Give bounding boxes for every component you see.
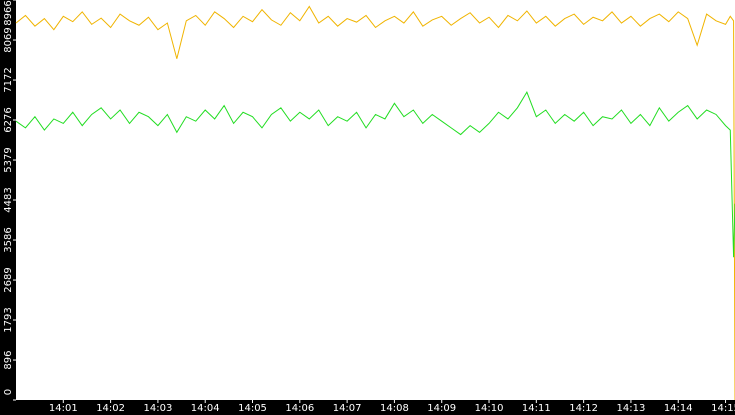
x-tick-label: 14:01 (49, 403, 78, 414)
x-tick-label: 14:07 (333, 403, 362, 414)
y-axis-strip (0, 0, 16, 415)
x-tick-label: 14:09 (427, 403, 456, 414)
x-axis-strip (0, 400, 735, 415)
y-tick-label: 6276 (3, 107, 14, 132)
y-tick-label: 3586 (3, 227, 14, 252)
y-tick-label: 8069 (3, 27, 14, 52)
x-tick-label: 14:10 (475, 403, 504, 414)
x-tick-label: 14:14 (664, 403, 693, 414)
x-tick-label: 14:06 (285, 403, 314, 414)
x-tick-label: 14:03 (143, 403, 172, 414)
y-tick-label: 1793 (3, 307, 14, 332)
x-tick-label: 14:02 (96, 403, 125, 414)
y-tick-label: 5379 (3, 147, 14, 172)
y-tick-label: 896 (3, 350, 14, 369)
x-tick-label: 14:12 (569, 403, 598, 414)
x-tick-label: 14:11 (522, 403, 551, 414)
y-tick-label: 4483 (3, 187, 14, 212)
y-tick-label: 0 (3, 389, 14, 395)
series-line (15, 91, 735, 258)
x-tick-label: 14:15 (711, 403, 735, 414)
y-tick-label: 7172 (3, 67, 14, 92)
x-tick-label: 14:08 (380, 403, 409, 414)
x-tick-label: 14:13 (617, 403, 646, 414)
series-line (15, 5, 735, 401)
x-tick-label: 14:04 (191, 403, 220, 414)
y-tick-label: 8966 (3, 0, 14, 25)
x-tick-label: 14:05 (238, 403, 267, 414)
y-tick-label: 2689 (3, 267, 14, 292)
